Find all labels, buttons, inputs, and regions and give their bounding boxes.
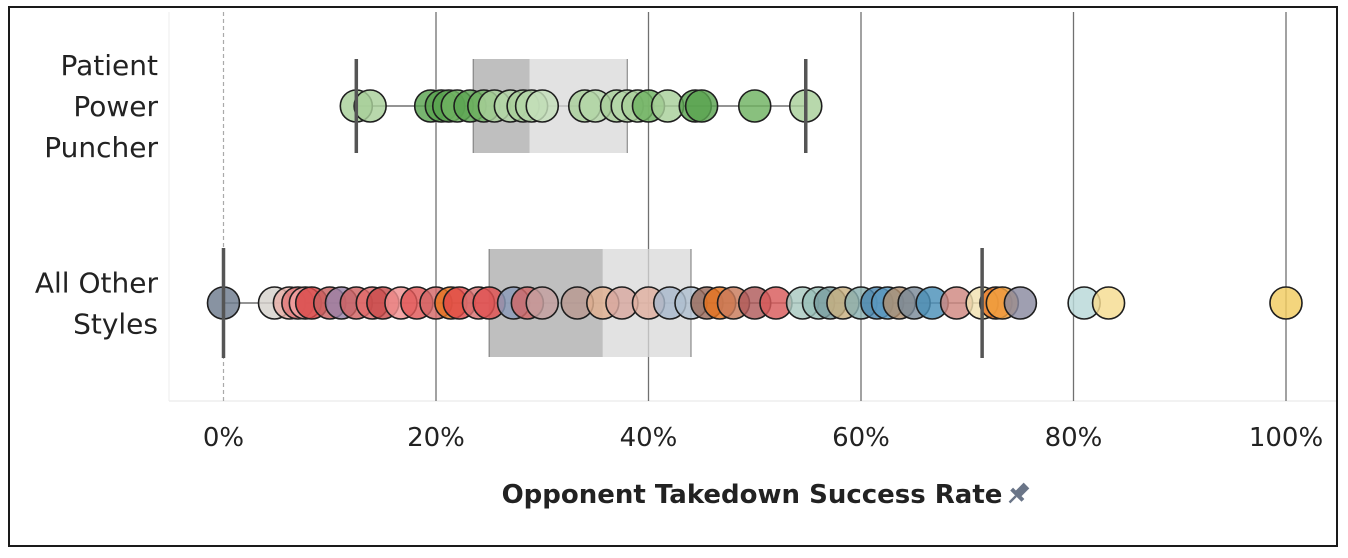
x-tick-label: 0%	[203, 423, 244, 453]
data-point	[353, 89, 387, 123]
row-label-line: Power	[73, 90, 158, 123]
row-label-line: All Other	[35, 267, 159, 300]
data-point	[684, 89, 719, 123]
row-labels: Patient Power Puncher All Other Styles	[35, 49, 159, 341]
x-axis-title: Opponent Takedown Success Rate	[502, 480, 1003, 510]
grid-lines	[168, 12, 1336, 402]
chart-frame: Patient Power Puncher All Other Styles 0% 20%…	[8, 6, 1338, 547]
x-tick-label: 40%	[620, 423, 678, 453]
x-tick-labels: 0% 20% 40% 60% 80% 100%	[203, 423, 1323, 453]
x-tick-label: 100%	[1249, 423, 1323, 453]
pin-icon[interactable]	[1004, 480, 1032, 508]
data-points	[206, 89, 1303, 320]
row-label-line: Styles	[73, 308, 158, 341]
chart-svg: Patient Power Puncher All Other Styles 0% 20%…	[35, 12, 1336, 510]
data-point	[1269, 286, 1303, 320]
x-tick-label: 60%	[832, 423, 890, 453]
row-label-line: Puncher	[44, 131, 158, 164]
whisker-caps	[221, 59, 984, 358]
x-tick-label: 20%	[407, 423, 465, 453]
data-point	[1003, 286, 1038, 320]
row-label-line: Patient	[61, 49, 159, 82]
data-point	[737, 89, 772, 123]
data-point	[1091, 286, 1126, 320]
data-point	[525, 89, 560, 123]
x-tick-label: 80%	[1045, 423, 1103, 453]
data-point	[525, 286, 560, 320]
